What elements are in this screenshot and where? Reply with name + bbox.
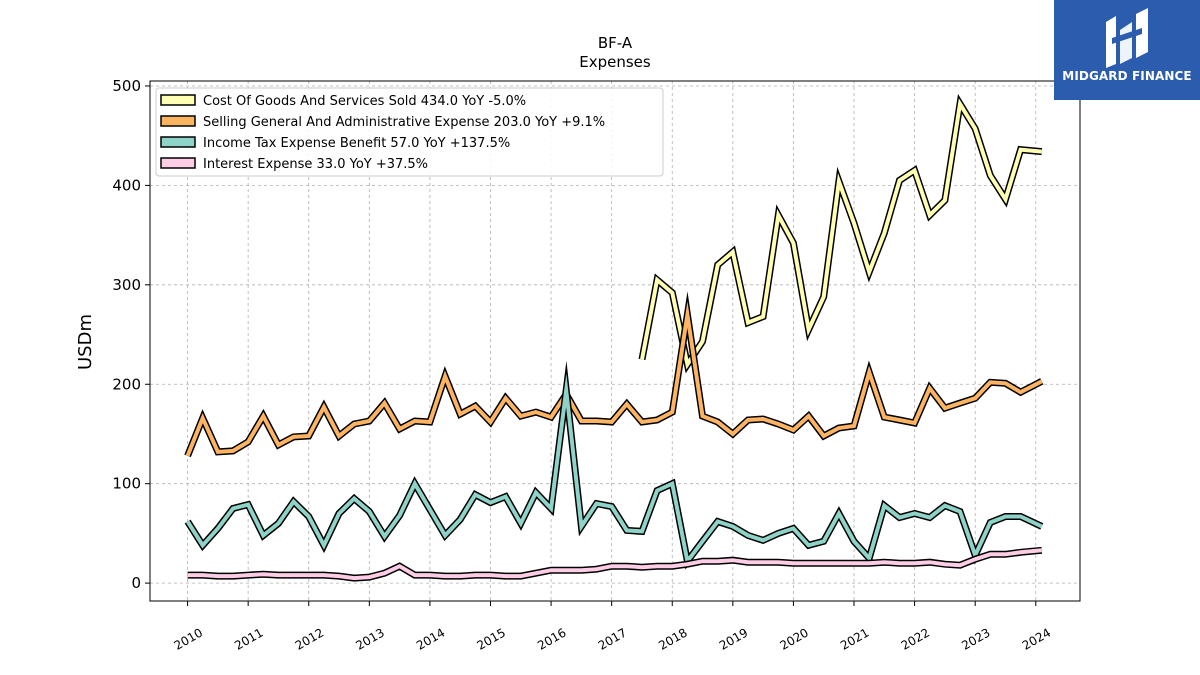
series-line (187, 548, 1042, 581)
series-1 (184, 291, 1044, 458)
legend-swatch (160, 136, 196, 148)
series-line (185, 373, 1043, 566)
brand-mark-icon (1106, 8, 1148, 68)
y-tick-label: 500 (112, 77, 141, 95)
series-2 (184, 360, 1044, 570)
x-tick-label: 2019 (717, 625, 750, 652)
x-tick-label: 2018 (656, 625, 689, 652)
x-tick-label: 2010 (172, 625, 205, 652)
legend-entry: Selling General And Administrative Expen… (160, 115, 605, 130)
legend-entry: Interest Expense 33.0 YoY +37.5% (160, 157, 428, 172)
legend-swatch (160, 115, 196, 127)
x-tick-label: 2022 (899, 625, 932, 652)
x-tick-label: 2014 (414, 625, 447, 652)
plot-frame (149, 80, 1081, 602)
chart-title: BF-A (598, 34, 633, 52)
legend-label: Interest Expense 33.0 YoY +37.5% (203, 157, 428, 172)
x-tick-label: 2011 (232, 625, 265, 652)
legend-entry: Income Tax Expense Benefit 57.0 YoY +137… (160, 136, 510, 151)
legend-label: Cost Of Goods And Services Sold 434.0 Yo… (203, 94, 526, 109)
legend-swatch (160, 157, 196, 169)
y-tick-label: 0 (131, 574, 141, 592)
x-tick-label: 2023 (959, 625, 992, 652)
x-tick-label: 2024 (1020, 625, 1053, 652)
legend-entry: Cost Of Goods And Services Sold 434.0 Yo… (160, 94, 526, 109)
x-tick-label: 2013 (353, 625, 386, 652)
x-tick-label: 2020 (777, 625, 810, 652)
brand-name: MIDGARD FINANCE (1062, 69, 1192, 83)
legend-box (155, 87, 664, 177)
x-tick-label: 2012 (293, 625, 326, 652)
y-axis-label: USDm (75, 314, 96, 370)
x-axis: 2010 2011 2012 2013 2014 2015 2016 2017 2018 2019… (172, 601, 1053, 653)
y-tick-label: 200 (112, 375, 141, 393)
x-tick-label: 2015 (475, 625, 508, 652)
y-tick-label: 300 (112, 276, 141, 294)
series-3 (187, 546, 1043, 582)
x-tick-label: 2021 (838, 625, 871, 652)
x-tick-label: 2016 (535, 625, 568, 652)
brand-logo: MIDGARD FINANCE (1054, 0, 1200, 100)
legend-label: Income Tax Expense Benefit 57.0 YoY +137… (203, 136, 510, 151)
series-0 (638, 93, 1043, 374)
legend-swatch (160, 94, 196, 106)
legend-label: Selling General And Administrative Expen… (203, 115, 605, 130)
legend: Cost Of Goods And Services Sold 434.0 Yo… (155, 87, 664, 177)
y-tick-label: 400 (112, 176, 141, 194)
series-line (185, 301, 1043, 457)
chart-subtitle: Expenses (579, 53, 651, 71)
y-axis: 0 100 200 300 400 500 (112, 77, 150, 592)
x-tick-label: 2017 (596, 625, 629, 652)
series-line (640, 98, 1042, 370)
series-line-outline (184, 291, 1044, 458)
series-layer (184, 93, 1044, 582)
y-tick-label: 100 (112, 475, 141, 493)
